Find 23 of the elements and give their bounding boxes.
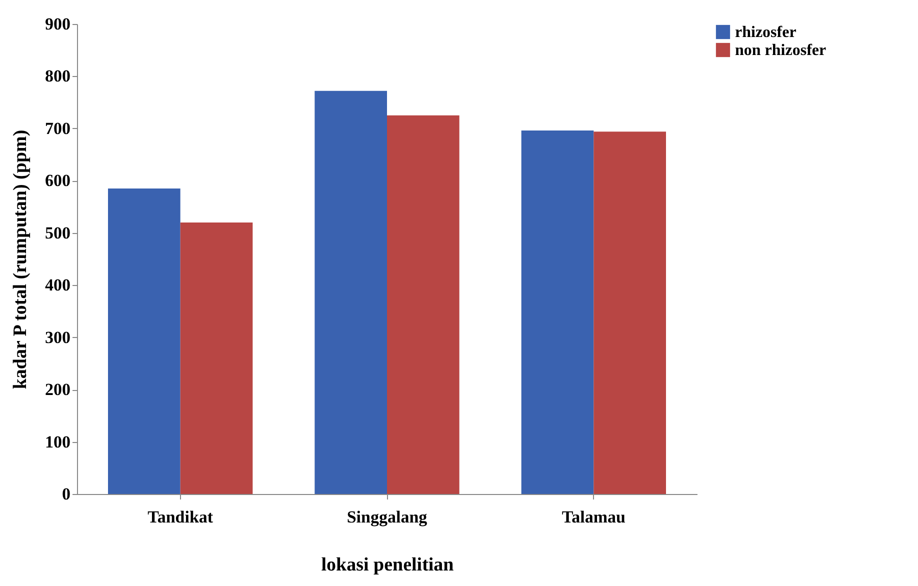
y-tick-label: 300 [45, 328, 70, 347]
y-tick-label: 700 [45, 118, 70, 138]
y-tick-label: 500 [45, 223, 70, 242]
y-tick-label: 800 [45, 66, 70, 86]
y-tick-label: 600 [45, 171, 70, 190]
y-axis-title: kadar P total (rumputan) (ppm) [10, 130, 31, 390]
y-tick-label: 200 [45, 380, 70, 400]
y-tick-label: 400 [45, 276, 70, 295]
x-tick-label: Tandikat [148, 508, 214, 526]
legend-label: rhizosfer [735, 24, 796, 41]
x-tick-label: Singgalang [346, 508, 428, 526]
y-tick-label: 100 [45, 432, 70, 452]
x-axis-title: lokasi penelitian [321, 554, 454, 576]
x-tick-label: Talamau [562, 508, 626, 526]
bar [180, 222, 253, 494]
bar [387, 115, 460, 494]
y-tick-label: 0 [62, 484, 70, 504]
bar [108, 188, 180, 494]
bar [521, 130, 594, 494]
bar [594, 132, 666, 494]
y-tick-label: 900 [45, 14, 70, 34]
legend-label: non rhizosfer [735, 42, 826, 59]
bar [314, 90, 387, 494]
